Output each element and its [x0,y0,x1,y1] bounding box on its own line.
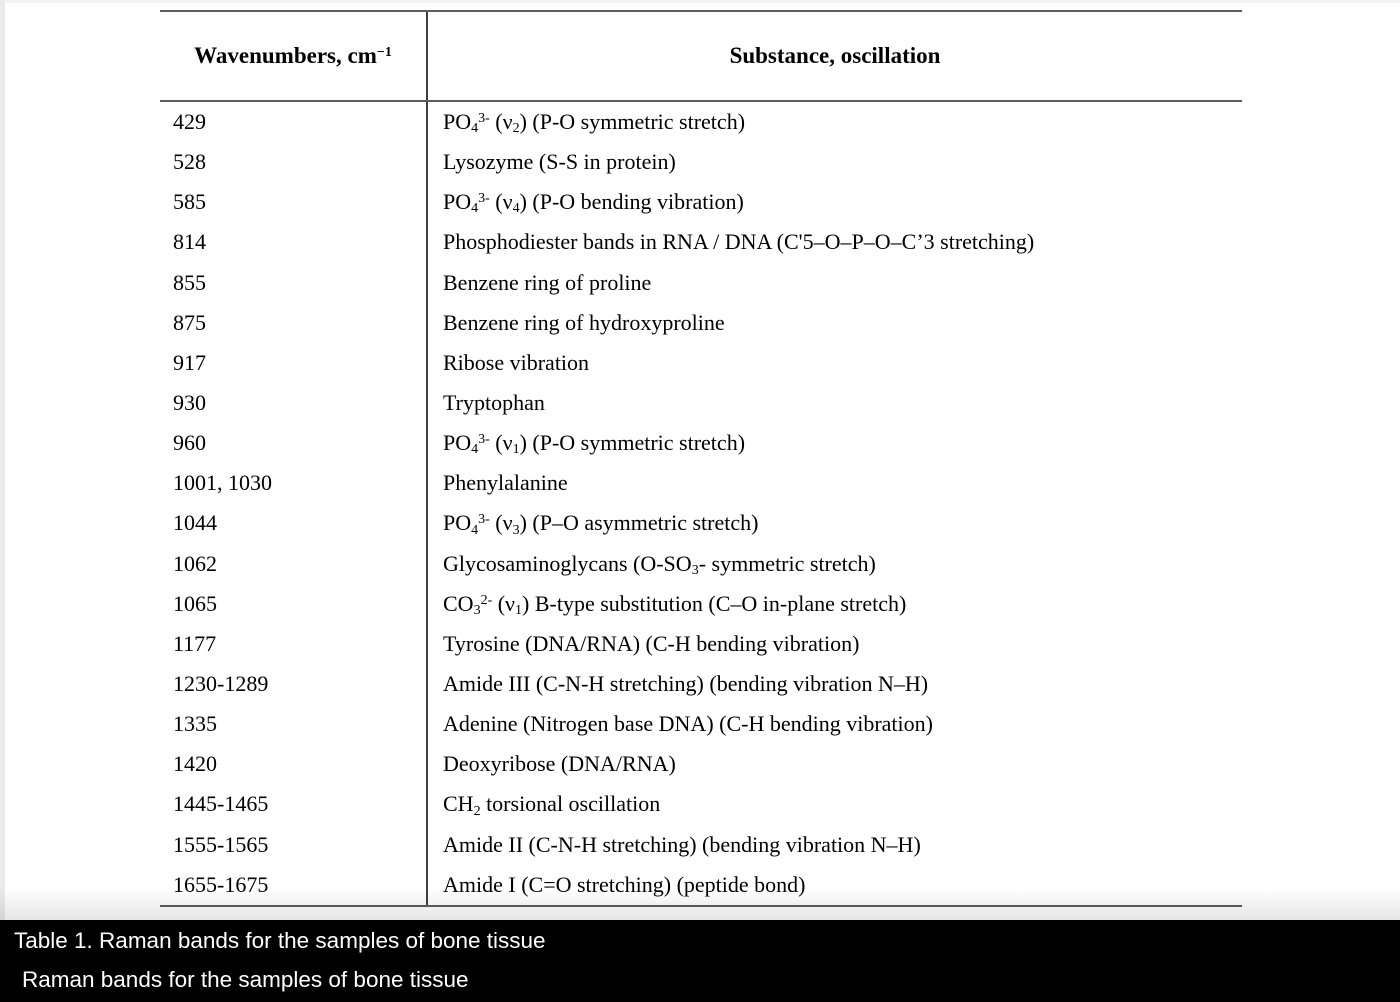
header-wavenumbers: Wavenumbers, cm−1 [194,43,392,68]
substance-cell: Tryptophan [428,383,1242,423]
wavenumber-cell: 528 [160,142,428,183]
substance-cell: Phenylalanine [428,463,1242,503]
wavenumber-cell: 1062 [160,543,428,584]
wavenumber-cell: 1230-1289 [160,663,428,705]
table-row: 528 Lysozyme (S-S in protein) [160,142,1242,183]
substance-cell: CO32- (ν1) B-type substitution (C–O in-p… [428,584,1242,624]
substance-text: PO43- (ν1) (P-O symmetric stretch) [443,430,746,458]
substance-cell: Glycosaminoglycans (O-SO3- symmetric str… [428,544,1242,584]
table-row: 1230-1289 Amide III (C-N-H stretching) (b… [160,663,1242,705]
substance-cell: Amide III (C-N-H stretching) (bending vi… [428,664,1242,704]
substance-cell: Amide I (C=O stretching) (peptide bond) [428,865,1242,905]
wavenumber-cell: 1445-1465 [160,784,428,825]
substance-text: CH2 torsional oscillation [443,791,661,819]
header-wavenumbers-cell: Wavenumbers, cm−1 [160,12,428,100]
substance-text: Benzene ring of hydroxyproline [443,309,725,335]
substance-cell: Lysozyme (S-S in protein) [428,142,1242,182]
substance-cell: Benzene ring of hydroxyproline [428,303,1242,343]
substance-text: PO43- (ν3) (P–O asymmetric stretch) [443,510,759,538]
table-row: 1655-1675 Amide I (C=O stretching) (pepti… [160,864,1242,905]
substance-text: Amide II (C-N-H stretching) (bending vib… [443,831,921,857]
wavenumber-cell: 960 [160,423,428,464]
wavenumber-cell: 1655-1675 [160,864,428,905]
substance-cell: Benzene ring of proline [428,263,1242,303]
table-caption: Table 1. Raman bands for the samples of … [14,928,546,953]
substance-text: Tyrosine (DNA/RNA) (C-H bending vibratio… [443,630,860,656]
substance-text: Benzene ring of proline [443,269,652,295]
table-row: 585 PO43- (ν4) (P-O bending vibration) [160,182,1242,223]
substance-cell: Phosphodiester bands in RNA / DNA (C'5–O… [428,222,1242,262]
table-row: 1001, 1030 Phenylalanine [160,463,1242,504]
table-caption-alt: Raman bands for the samples of bone tiss… [22,967,469,992]
raman-bands-table: Wavenumbers, cm−1 Substance, oscillation… [160,10,1242,907]
table-row: 1445-1465 CH2 torsional oscillation [160,784,1242,825]
table-row: 814 Phosphodiester bands in RNA / DNA (C'… [160,222,1242,263]
wavenumber-cell: 855 [160,262,428,303]
table-header-rule [160,100,1242,102]
substance-cell: CH2 torsional oscillation [428,784,1242,824]
substance-text: Lysozyme (S-S in protein) [443,149,676,175]
substance-text: PO43- (ν4) (P-O bending vibration) [443,189,744,217]
wavenumber-cell: 1420 [160,744,428,785]
substance-text: Amide I (C=O stretching) (peptide bond) [443,871,806,897]
wavenumber-cell: 1177 [160,623,428,664]
wavenumber-cell: 1335 [160,704,428,745]
table-row: 855 Benzene ring of proline [160,262,1242,303]
wavenumber-cell: 814 [160,222,428,263]
wavenumber-cell: 1001, 1030 [160,463,428,504]
wavenumber-cell: 917 [160,342,428,383]
substance-text: Tryptophan [443,390,545,416]
table-row: 930 Tryptophan [160,382,1242,424]
table-row: 1062 Glycosaminoglycans (O-SO3- symmetric… [160,543,1242,584]
table-row: 1555-1565 Amide II (C-N-H stretching) (be… [160,824,1242,865]
substance-cell: Adenine (Nitrogen base DNA) (C-H bending… [428,704,1242,744]
wavenumber-cell: 930 [160,382,428,424]
substance-text: Ribose vibration [443,349,590,375]
wavenumber-cell: 585 [160,182,428,223]
table-row: 875 Benzene ring of hydroxyproline [160,302,1242,343]
substance-cell: PO43- (ν3) (P–O asymmetric stretch) [428,503,1242,543]
substance-text: Phosphodiester bands in RNA / DNA (C'5–O… [443,229,1035,255]
table-row: 960 PO43- (ν1) (P-O symmetric stretch) [160,423,1242,464]
wavenumber-cell: 875 [160,302,428,343]
substance-cell: Amide II (C-N-H stretching) (bending vib… [428,825,1242,865]
header-substance: Substance, oscillation [729,43,941,68]
table-row: 917 Ribose vibration [160,342,1242,383]
table-row: 1065 CO32- (ν1) B-type substitution (C–O … [160,583,1242,624]
wavenumber-cell: 1044 [160,503,428,544]
substance-cell: PO43- (ν2) (P-O symmetric stretch) [428,102,1242,142]
substance-text: PO43- (ν2) (P-O symmetric stretch) [443,109,746,137]
page-left-edge [0,0,5,920]
caption-bar: Table 1. Raman bands for the samples of … [0,920,1400,1002]
substance-text: Adenine (Nitrogen base DNA) (C-H bending… [443,711,933,737]
substance-text: CO32- (ν1) B-type substitution (C–O in-p… [443,590,907,618]
table-header-row: Wavenumbers, cm−1 Substance, oscillation [160,12,1242,100]
table-row: 1335 Adenine (Nitrogen base DNA) (C-H ben… [160,704,1242,745]
substance-text: Glycosaminoglycans (O-SO3- symmetric str… [443,550,876,578]
substance-cell: PO43- (ν4) (P-O bending vibration) [428,182,1242,222]
wavenumber-cell: 429 [160,102,428,143]
substance-cell: Tyrosine (DNA/RNA) (C-H bending vibratio… [428,624,1242,664]
wavenumber-cell: 1065 [160,583,428,624]
page-top-edge [0,0,1400,3]
header-substance-cell: Substance, oscillation [428,12,1242,100]
table-bottom-rule [160,904,1242,907]
table-top-rule [160,10,1242,12]
table-row: 429 PO43- (ν2) (P-O symmetric stretch) [160,102,1242,143]
wavenumber-cell: 1555-1565 [160,824,428,865]
table-row: 1177 Tyrosine (DNA/RNA) (C-H bending vibr… [160,623,1242,664]
substance-cell: Ribose vibration [428,343,1242,383]
table-body: 429 PO43- (ν2) (P-O symmetric stretch) 528… [160,102,1242,905]
table-row: 1420 Deoxyribose (DNA/RNA) [160,744,1242,785]
substance-cell: Deoxyribose (DNA/RNA) [428,744,1242,784]
substance-text: Phenylalanine [443,470,568,496]
substance-text: Deoxyribose (DNA/RNA) [443,751,676,777]
substance-text: Amide III (C-N-H stretching) (bending vi… [443,671,929,697]
table-row: 1044 PO43- (ν3) (P–O asymmetric stretch) [160,503,1242,544]
substance-cell: PO43- (ν1) (P-O symmetric stretch) [428,423,1242,463]
